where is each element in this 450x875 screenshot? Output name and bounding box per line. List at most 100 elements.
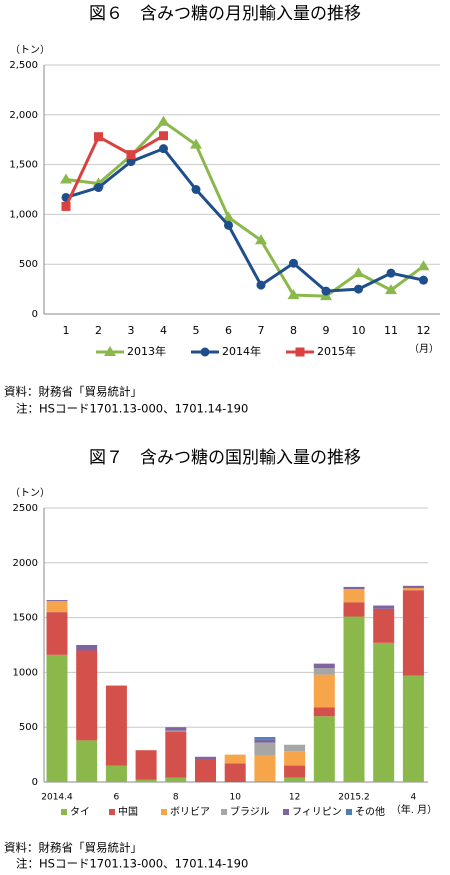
bar-segment <box>165 731 187 778</box>
legend-label: 2014年 <box>222 344 261 358</box>
bar-segment <box>343 602 365 617</box>
bar-segment <box>402 588 424 591</box>
y-tick-label: 1,000 <box>9 209 38 220</box>
y-tick-label: 1000 <box>13 667 38 678</box>
x-tick-label: 2 <box>95 324 102 337</box>
x-tick-label: 3 <box>128 324 135 337</box>
y-tick-label: 0 <box>32 777 38 788</box>
bar-segment <box>254 739 276 743</box>
bar-segment <box>284 751 306 766</box>
x-tick-label: 5 <box>193 324 200 337</box>
marker <box>321 286 331 296</box>
bar-segment <box>165 777 187 782</box>
x-tick-label: 1 <box>63 324 70 337</box>
marker <box>126 150 136 160</box>
bar-segment <box>135 779 157 782</box>
marker <box>61 201 71 211</box>
chart-title: 図７ 含みつ糖の国別輸入量の推移 <box>89 448 361 468</box>
bar-segment <box>46 601 68 613</box>
legend-swatch <box>221 809 227 815</box>
bar-segment <box>46 654 68 782</box>
y-unit: （トン） <box>10 44 50 56</box>
marker <box>94 183 103 193</box>
x-tick-label: 8 <box>290 324 297 337</box>
bar-segment <box>373 605 395 609</box>
marker <box>126 157 136 167</box>
bar-segment <box>373 608 395 643</box>
bar-segment <box>165 727 187 731</box>
marker <box>255 234 267 245</box>
bar-segment <box>313 716 335 782</box>
marker <box>295 347 305 357</box>
bar-segment <box>224 754 246 764</box>
bar-segment <box>76 740 98 782</box>
line <box>65 119 425 298</box>
legend-label: 2015年 <box>317 344 356 358</box>
x-unit: （月） <box>409 343 439 355</box>
marker <box>157 115 170 126</box>
x-tick-label: 10 <box>229 793 241 803</box>
marker <box>289 258 298 268</box>
bar-segment <box>343 616 365 782</box>
x-unit: （年. 月） <box>391 803 437 816</box>
marker <box>386 268 396 278</box>
bar-segment <box>402 590 424 676</box>
line <box>65 146 424 293</box>
bar-segment <box>105 685 127 766</box>
y-unit: （トン） <box>10 487 50 499</box>
bar-segment <box>254 737 276 740</box>
legend-swatch <box>346 809 352 815</box>
x-tick-label: 10 <box>352 324 366 337</box>
x-tick-label: 11 <box>384 324 398 337</box>
bar-segment <box>373 642 395 782</box>
bar-segment <box>313 707 335 717</box>
y-tick-label: 2500 <box>13 503 38 514</box>
x-tick-label: 6 <box>225 324 232 337</box>
marker <box>191 185 201 194</box>
chart-title: 図６ 含みつ糖の月別輸入量の推移 <box>89 4 361 24</box>
legend-label: 2013年 <box>127 344 166 358</box>
bar-segment <box>254 742 276 756</box>
bar-segment <box>224 763 246 782</box>
legend-label: フィリピン <box>292 806 342 818</box>
y-tick-label: 2,500 <box>9 60 38 71</box>
y-tick-label: 500 <box>19 722 38 733</box>
marker <box>190 138 202 149</box>
bar-segment <box>76 650 98 741</box>
x-tick-label: 12 <box>417 324 431 337</box>
marker <box>200 347 210 357</box>
bar-segment <box>105 765 127 782</box>
bar-segment <box>284 777 306 782</box>
y-tick-label: 0 <box>32 309 38 320</box>
legend-label: ボリビア <box>170 806 210 818</box>
bar-segment <box>313 663 335 669</box>
bar-segment <box>76 645 98 651</box>
source: 資料：財務省「貿易統計」 <box>4 385 142 399</box>
bar-segment <box>284 765 306 778</box>
bar-segment <box>254 780 276 782</box>
legend-label: その他 <box>355 805 385 818</box>
bar-segment <box>195 756 216 759</box>
marker <box>159 144 168 154</box>
legend-label: タイ <box>70 806 90 818</box>
marker <box>159 131 168 141</box>
x-tick-label: 8 <box>173 793 179 803</box>
marker <box>94 132 103 142</box>
marker <box>224 220 233 230</box>
legend-label: 中国 <box>118 805 138 818</box>
bar-segment <box>46 612 68 655</box>
legend-label: ブラジル <box>230 805 270 818</box>
bar-segment <box>313 668 335 675</box>
bar-segment <box>402 585 424 589</box>
y-tick-label: 500 <box>19 259 38 270</box>
y-tick-label: 1,500 <box>9 160 38 171</box>
marker <box>60 173 72 184</box>
bar-segment <box>284 744 306 752</box>
x-tick-label: 12 <box>289 793 300 803</box>
marker <box>417 260 430 271</box>
bar-segment <box>195 758 216 782</box>
legend-swatch <box>161 809 167 815</box>
bar-segment <box>46 600 68 602</box>
note: 注：HSコード1701.13-000、1701.14-190 <box>16 857 248 871</box>
